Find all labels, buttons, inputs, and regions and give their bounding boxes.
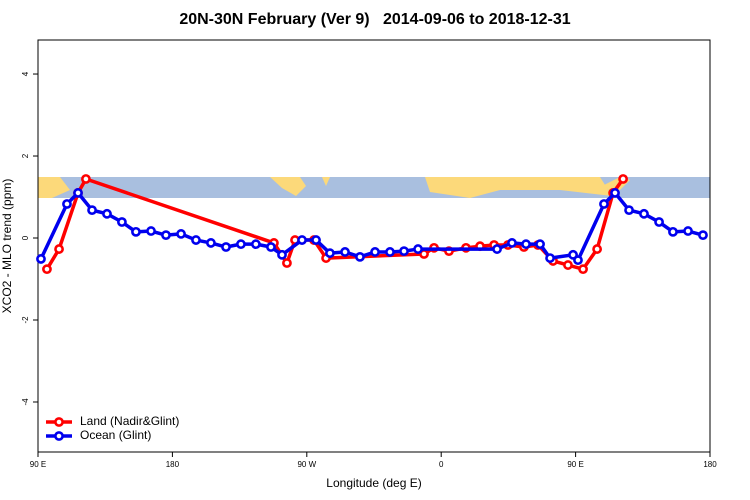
point xyxy=(521,239,531,250)
point xyxy=(545,253,555,263)
point xyxy=(370,247,380,257)
point xyxy=(413,244,423,254)
y-axis-label: XCO2 - MLO trend (ppm) xyxy=(0,179,14,314)
point xyxy=(698,230,708,241)
point xyxy=(191,235,201,245)
y-tick-label: -2 xyxy=(21,316,30,324)
point xyxy=(277,249,287,260)
point xyxy=(683,226,693,236)
point xyxy=(399,246,409,257)
point xyxy=(250,239,261,250)
point xyxy=(668,226,678,237)
x-tick-label: 180 xyxy=(703,460,717,469)
point xyxy=(535,239,545,250)
x-tick-label: 90 W xyxy=(297,460,316,469)
point xyxy=(54,244,64,254)
x-tick-label: 180 xyxy=(166,460,180,469)
point xyxy=(563,260,573,270)
point xyxy=(297,235,307,245)
point xyxy=(355,251,365,262)
point xyxy=(266,242,276,252)
point xyxy=(36,254,46,264)
x-tick-label: 90 E xyxy=(30,460,46,469)
point xyxy=(340,247,350,257)
point xyxy=(62,199,72,209)
point xyxy=(206,238,216,248)
map-band xyxy=(38,177,710,198)
point xyxy=(176,229,186,239)
point xyxy=(624,205,634,216)
point xyxy=(161,230,171,241)
y-tick-label: 2 xyxy=(21,153,30,158)
x-tick-label: 90 E xyxy=(567,460,583,469)
point xyxy=(618,174,628,184)
point xyxy=(578,264,588,275)
y-tick-label: -4 xyxy=(21,398,30,406)
point xyxy=(311,235,321,245)
y-tick-label: 4 xyxy=(21,71,30,76)
point xyxy=(81,174,91,184)
plot-frame xyxy=(37,39,711,453)
chart-title: 20N-30N February (Ver 9) 2014-09-06 to 2… xyxy=(179,11,570,28)
legend-marker xyxy=(54,431,64,441)
x-axis-label: Longitude (deg E) xyxy=(326,476,421,490)
point xyxy=(73,188,83,198)
point xyxy=(146,226,156,236)
point xyxy=(492,244,502,254)
point xyxy=(639,208,649,219)
point xyxy=(42,264,52,275)
point xyxy=(573,255,583,266)
point xyxy=(131,226,141,237)
point xyxy=(282,258,292,268)
point xyxy=(325,248,335,259)
point xyxy=(87,205,97,216)
point xyxy=(385,247,395,257)
legend-label: Ocean (Glint) xyxy=(80,428,151,442)
point xyxy=(592,244,603,254)
legend-marker xyxy=(54,417,64,427)
point xyxy=(236,239,246,250)
x-tick-label: 0 xyxy=(439,460,444,469)
legend-label: Land (Nadir&Glint) xyxy=(80,414,179,428)
point xyxy=(221,242,231,252)
point xyxy=(599,199,609,209)
point xyxy=(507,238,517,248)
point xyxy=(610,188,620,198)
point xyxy=(102,208,112,219)
y-tick-label: 0 xyxy=(21,235,30,240)
point xyxy=(654,217,664,227)
point xyxy=(117,217,127,227)
